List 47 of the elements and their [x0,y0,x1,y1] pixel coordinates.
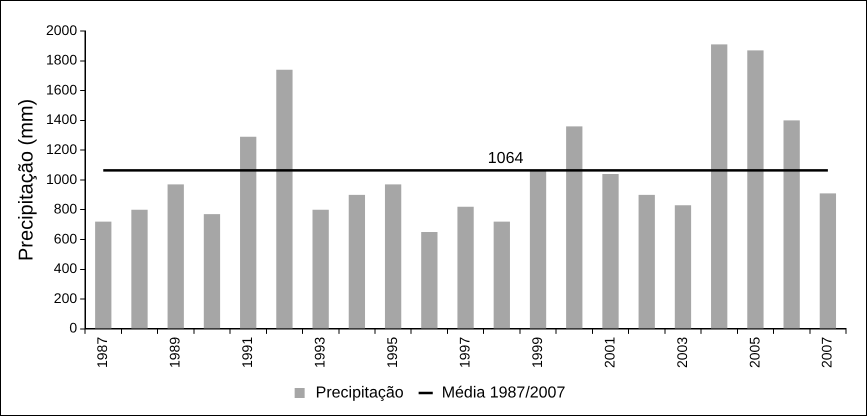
y-tick-label: 1000 [46,170,78,187]
y-tick-label: 1200 [46,141,78,157]
bar [638,194,655,328]
x-tick-label: 2001 [601,336,618,368]
bar [820,193,836,328]
x-tick-label: 1993 [312,336,328,368]
y-tick-label: 1600 [46,81,78,98]
bar [95,222,112,328]
annotation: 1064 [488,150,524,167]
bar [421,232,438,328]
bar [566,126,582,328]
y-tick-label: 200 [54,290,78,306]
x-tick-label: 1999 [528,336,545,368]
bar [784,120,800,328]
bar [168,184,184,328]
y-axis-title: Precipitação (mm) [16,98,38,262]
bar [384,184,402,328]
bar [494,222,510,328]
bar [747,50,764,328]
y-tick-label: 1800 [46,52,78,68]
bar [312,210,329,328]
bar [457,206,474,328]
legend-label: Precipitação [316,384,404,402]
bar [530,170,546,328]
x-tick-label: 2005 [746,336,762,368]
x-tick-label: 1987 [94,336,110,368]
x-tick-label: 1995 [384,336,400,368]
y-tick-label: 600 [54,230,78,246]
y-tick-label: 2000 [46,22,78,38]
x-tick-label: 2007 [818,336,835,368]
bar [131,210,148,328]
bar [711,44,728,328]
bar [602,174,619,328]
x-tick-label: 2003 [674,336,690,368]
bar [204,214,220,328]
y-tick-label: 800 [54,200,78,217]
bar [674,205,692,328]
y-tick-label: 0 [69,320,78,336]
y-tick-label: 400 [54,260,78,276]
legend-label: Média 1987/2007 [442,384,566,402]
x-tick-label: 1997 [456,336,472,368]
bar [240,136,256,328]
x-tick-label: 1989 [166,336,183,368]
x-tick-label: 1991 [239,336,256,368]
bar [348,194,366,328]
bar [276,70,293,328]
y-tick-label: 1400 [46,111,78,128]
